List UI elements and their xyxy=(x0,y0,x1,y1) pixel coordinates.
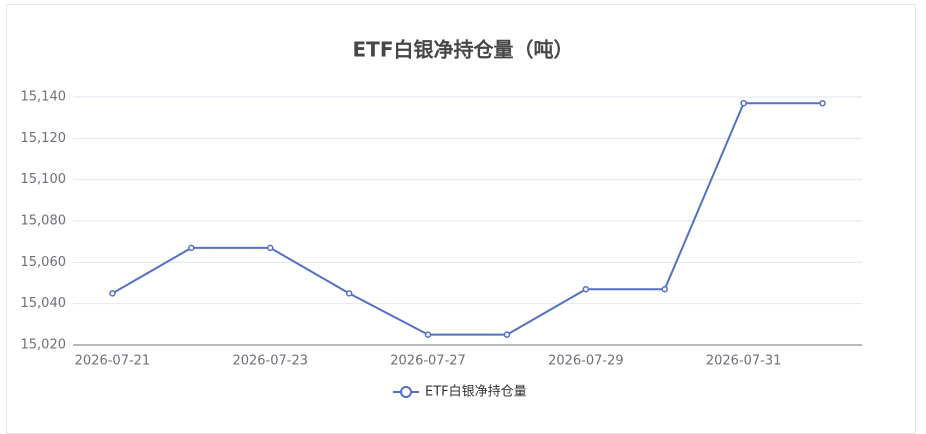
y-tick-label: 15,080 xyxy=(21,214,67,229)
y-tick-label: 15,060 xyxy=(21,255,67,270)
y-tick-label: 15,140 xyxy=(21,90,67,105)
y-tick-label: 15,040 xyxy=(21,296,67,311)
y-tick-label: 15,100 xyxy=(21,172,67,187)
series-line xyxy=(111,102,823,336)
legend-label: ETF白银净持仓量 xyxy=(425,384,527,400)
x-tick-label: 2026-07-31 xyxy=(706,354,782,369)
data-point xyxy=(267,244,274,252)
data-point xyxy=(345,290,353,297)
data-point xyxy=(424,331,432,338)
x-tick-label: 2026-07-23 xyxy=(232,354,308,369)
x-tick-label: 2026-07-21 xyxy=(75,354,151,369)
data-point xyxy=(503,331,511,338)
data-point xyxy=(661,285,668,293)
chart-title: ETF白银净持仓量（吨） xyxy=(353,38,574,62)
y-tick-label: 15,120 xyxy=(21,131,67,146)
x-tick-label: 2026-07-27 xyxy=(390,354,466,369)
data-point xyxy=(109,290,116,297)
x-tick-label: 2026-07-29 xyxy=(548,354,624,369)
data-point xyxy=(188,244,195,252)
data-point xyxy=(819,99,826,107)
y-tick-label: 15,020 xyxy=(21,338,67,353)
legend-marker xyxy=(400,386,412,398)
data-point xyxy=(582,285,590,293)
data-point xyxy=(740,99,747,107)
